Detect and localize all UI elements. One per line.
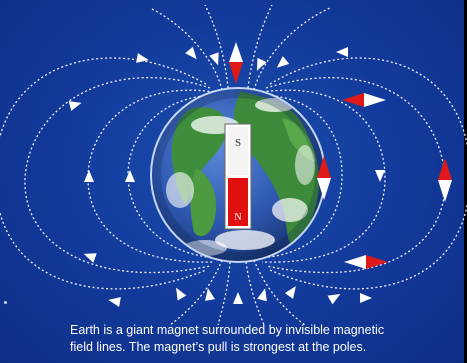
field-line — [217, 261, 231, 326]
caption: Earth is a giant magnet surrounded by in… — [70, 322, 460, 356]
compass-needle-icon — [438, 158, 452, 202]
field-arrow-icon — [68, 101, 82, 111]
field-arrow-icon — [360, 293, 372, 303]
field-line — [245, 261, 265, 326]
field-arrow-icon — [256, 57, 267, 71]
field-arrow-icon — [257, 288, 267, 302]
field-line — [247, 4, 273, 89]
field-line — [253, 259, 306, 326]
field-line — [261, 89, 386, 263]
field-arrow-icon — [205, 288, 215, 301]
field-arrow-icon — [327, 294, 341, 305]
field-arrow-icon — [108, 297, 121, 307]
field-arrow-icon — [336, 47, 348, 57]
field-line — [269, 57, 467, 290]
compass-needles — [229, 42, 452, 269]
field-line — [169, 259, 223, 326]
caption-line-2: field lines. The magnet’s pull is strong… — [70, 340, 367, 354]
field-line — [204, 4, 229, 89]
stray-dot — [4, 301, 7, 304]
field-arrow-icon — [284, 286, 296, 299]
field-line — [127, 94, 219, 259]
magnet-north-label: N — [234, 212, 241, 223]
field-arrow-icon — [375, 170, 385, 182]
field-line — [149, 7, 223, 91]
field-line — [87, 89, 215, 263]
field-arrow-icon — [209, 52, 219, 66]
field-arrow-icon — [276, 56, 290, 68]
field-line — [253, 7, 331, 91]
field-line — [257, 94, 343, 259]
compass-needle-icon — [317, 156, 331, 200]
magnet-south-label: S — [235, 137, 241, 149]
field-arrow-icon — [233, 292, 243, 304]
field-arrow-icon — [176, 287, 187, 301]
compass-needle-icon — [342, 93, 386, 107]
field-arrows — [68, 46, 385, 307]
field-arrow-icon — [84, 170, 94, 182]
compass-needle-icon — [229, 42, 243, 84]
field-arrow-icon — [185, 46, 197, 60]
field-arrow-icon — [125, 170, 135, 182]
field-arrow-icon — [83, 253, 97, 263]
caption-line-1: Earth is a giant magnet surrounded by in… — [70, 323, 385, 337]
field-arrow-icon — [136, 53, 149, 63]
bar-magnet: S N — [224, 123, 252, 230]
compass-needle-icon — [344, 255, 388, 269]
